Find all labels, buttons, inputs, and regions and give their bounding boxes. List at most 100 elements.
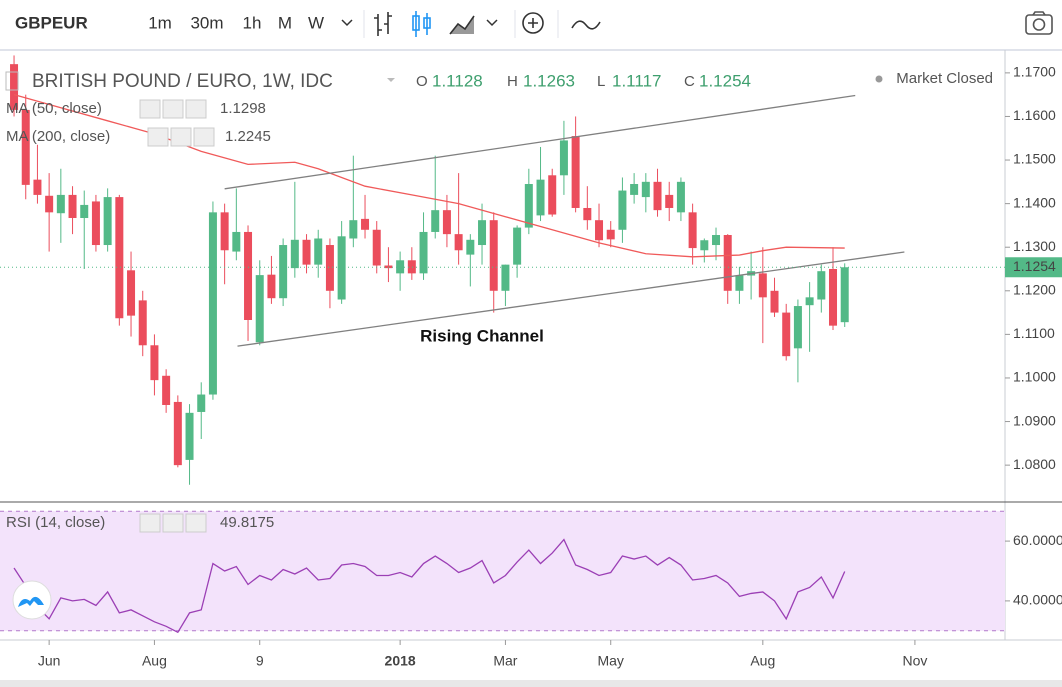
- candle-body: [279, 245, 288, 299]
- candle-body: [618, 190, 627, 230]
- candle-body: [138, 300, 147, 346]
- candle-body: [267, 274, 276, 299]
- candle-body: [723, 235, 732, 291]
- y-tick-label: 1.1500: [1013, 151, 1056, 167]
- scrollbar: [0, 680, 1062, 687]
- indicator-buttons[interactable]: [139, 99, 215, 533]
- indicator-value: 49.8175: [220, 514, 274, 531]
- last-price-box: [1005, 257, 1062, 278]
- indicator-value: 1.2245: [225, 128, 271, 145]
- candle-body: [817, 271, 826, 300]
- candle-body: [33, 179, 42, 195]
- candle-body: [454, 234, 463, 251]
- candle-body: [150, 345, 159, 381]
- dropdown-icon[interactable]: [486, 19, 498, 27]
- ohlc-key: C: [684, 73, 695, 90]
- candle-body: [665, 194, 674, 208]
- ohlc-value: 1.1117: [612, 71, 661, 90]
- candle-body: [56, 194, 65, 214]
- candle-body: [793, 306, 802, 349]
- candle-body: [419, 231, 428, 274]
- chart-title: BRITISH POUND / EURO, 1W, IDC: [32, 71, 333, 92]
- candle-body: [676, 181, 685, 213]
- y-tick-label: 1.0800: [1013, 456, 1056, 472]
- y-tick-label: 1.1600: [1013, 107, 1056, 123]
- indicator-add-icon[interactable]: [522, 12, 544, 34]
- candle-body: [407, 260, 416, 274]
- indicator-name: MA (200, close): [6, 128, 110, 145]
- dropdown-icon[interactable]: [341, 19, 353, 27]
- ohlc-value: 1.1254: [699, 71, 751, 90]
- ohlc-key: L: [597, 73, 605, 90]
- candle-body: [536, 179, 545, 216]
- symbol[interactable]: GBPEUR: [15, 13, 88, 32]
- candle-body: [162, 375, 171, 405]
- candle-body: [232, 231, 241, 252]
- candle-body: [840, 267, 849, 323]
- candle-body: [548, 175, 557, 215]
- candle-body: [559, 140, 568, 176]
- candle-body: [583, 207, 592, 221]
- bars-icon[interactable]: [374, 12, 392, 36]
- trend-line: [224, 94, 856, 190]
- market-status: Market Closed: [896, 70, 993, 87]
- candle-body: [349, 220, 358, 239]
- moving-average: [13, 94, 845, 258]
- candle-body: [115, 197, 124, 319]
- candle-body: [314, 238, 323, 265]
- compare-icon[interactable]: [571, 20, 601, 30]
- candle-body: [712, 235, 721, 246]
- interval[interactable]: 30m: [190, 13, 223, 32]
- candle-body: [103, 197, 112, 246]
- interval[interactable]: W: [308, 13, 324, 32]
- candle-body: [466, 239, 475, 255]
- candle-body: [255, 275, 264, 343]
- interval[interactable]: 1h: [243, 13, 262, 32]
- candle-body: [290, 239, 299, 269]
- candle-body: [501, 264, 510, 291]
- candle-body: [805, 297, 814, 306]
- candle-body: [630, 184, 639, 195]
- candle-body: [197, 394, 206, 412]
- status-dot: [875, 75, 883, 83]
- candle-body: [524, 184, 533, 228]
- toolbar: [0, 0, 1062, 50]
- candle-body: [185, 412, 194, 460]
- price-pane: [10, 55, 905, 485]
- y-tick-label: 1.1100: [1013, 325, 1055, 341]
- candle-body: [489, 220, 498, 291]
- interval[interactable]: M: [278, 13, 292, 32]
- indicator-name: RSI (14, close): [6, 514, 105, 531]
- candle-body: [302, 239, 311, 265]
- candle-body: [361, 218, 370, 230]
- axes: 1.1700 1.1600 1.1500 1.1400 1.1300 1.1200 1.11…: [0, 64, 1062, 669]
- interval[interactable]: 1m: [148, 13, 172, 32]
- candle-body: [10, 64, 19, 110]
- candle-body: [595, 220, 604, 241]
- candle-body: [641, 181, 650, 198]
- candles-icon[interactable]: [412, 11, 431, 37]
- candle-body: [337, 236, 346, 300]
- candle-body: [513, 227, 522, 265]
- dropdown-icon[interactable]: [387, 78, 395, 82]
- candle-body: [758, 273, 767, 298]
- candle-body: [478, 220, 487, 246]
- candle-body: [21, 109, 30, 185]
- candle-body: [220, 212, 229, 251]
- ohlc-key: O: [416, 73, 428, 90]
- logo-mark: [18, 596, 44, 607]
- x-tick-label: May: [597, 653, 623, 669]
- candle-body: [127, 270, 136, 316]
- candle-body: [770, 290, 779, 313]
- candle-body: [244, 231, 253, 320]
- y-tick-label: 60.0000: [1013, 532, 1062, 548]
- candle-body: [688, 212, 697, 249]
- x-tick-label: Jun: [38, 653, 61, 669]
- snapshot-icon[interactable]: [1025, 11, 1053, 35]
- area-icon[interactable]: [449, 15, 475, 35]
- indicator-name: MA (50, close): [6, 100, 102, 117]
- last-price-label: 1.1254: [1013, 258, 1056, 274]
- x-tick-label: Nov: [902, 653, 927, 669]
- y-tick-label: 40.0000: [1013, 592, 1062, 608]
